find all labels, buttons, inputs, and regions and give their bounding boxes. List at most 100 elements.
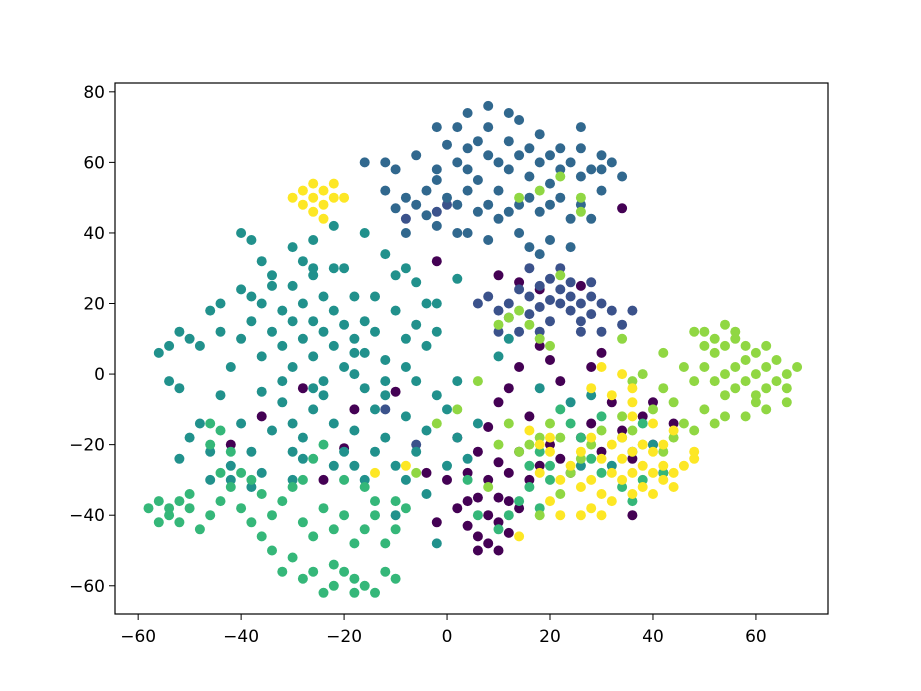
scatter-point <box>555 143 566 154</box>
scatter-point <box>431 538 442 549</box>
scatter-point <box>524 319 535 330</box>
scatter-point <box>617 453 628 464</box>
scatter-point <box>555 510 566 521</box>
scatter-point <box>236 418 247 429</box>
scatter-point <box>380 432 391 443</box>
scatter-point <box>555 489 566 499</box>
scatter-point <box>174 453 185 464</box>
scatter-point <box>236 467 247 478</box>
scatter-point <box>596 150 607 161</box>
scatter-point <box>328 418 339 429</box>
scatter-point <box>318 326 329 337</box>
scatter-point <box>318 185 329 196</box>
scatter-point <box>606 157 617 168</box>
scatter-point <box>359 228 370 238</box>
scatter-point <box>442 199 452 210</box>
scatter-point <box>390 524 401 535</box>
scatter-point <box>277 340 288 351</box>
scatter-point <box>668 397 679 408</box>
scatter-point <box>534 432 545 443</box>
scatter-point <box>174 326 185 337</box>
scatter-point <box>452 376 463 387</box>
scatter-point <box>483 150 494 161</box>
scatter-point <box>287 280 298 291</box>
scatter-point <box>586 309 597 320</box>
scatter-point <box>442 460 452 471</box>
scatter-point <box>236 503 247 514</box>
scatter-point <box>503 418 514 429</box>
scatter-point <box>534 302 545 312</box>
scatter-point <box>267 326 277 337</box>
scatter-point <box>545 178 555 189</box>
scatter-point <box>483 538 494 549</box>
scatter-point <box>256 298 267 309</box>
scatter-point <box>380 404 391 415</box>
scatter-point <box>668 432 679 443</box>
scatter-point <box>534 206 545 217</box>
scatter-point <box>297 474 308 485</box>
scatter-point <box>277 376 288 387</box>
scatter-point <box>246 482 257 492</box>
scatter-point <box>555 474 566 485</box>
scatter-point <box>678 460 689 471</box>
scatter-point <box>617 203 628 214</box>
scatter-point <box>493 157 504 168</box>
scatter-point <box>421 210 432 221</box>
scatter-point <box>236 284 247 295</box>
scatter-point <box>462 474 473 485</box>
scatter-point <box>617 432 628 443</box>
scatter-point <box>524 425 535 436</box>
scatter-point <box>606 439 617 450</box>
scatter-point <box>596 425 607 436</box>
scatter-point <box>493 517 504 528</box>
scatter-point <box>524 439 535 450</box>
scatter-point <box>627 510 638 521</box>
scatter-point <box>617 333 628 344</box>
scatter-point <box>318 390 329 401</box>
scatter-point <box>709 418 720 429</box>
scatter-point <box>431 390 442 401</box>
scatter-point <box>256 411 267 422</box>
scatter-point <box>318 503 329 514</box>
scatter-point <box>205 418 216 429</box>
scatter-point <box>472 531 483 542</box>
scatter-point <box>349 333 360 344</box>
scatter-point <box>143 503 154 514</box>
scatter-point <box>328 263 339 274</box>
scatter-point <box>411 467 422 478</box>
scatter-point <box>297 383 308 394</box>
scatter-point <box>493 351 504 362</box>
scatter-point <box>256 351 267 362</box>
scatter-point <box>462 185 473 196</box>
scatter-point <box>658 474 669 485</box>
scatter-point <box>606 390 617 401</box>
scatter-point <box>534 326 545 337</box>
scatter-point <box>400 474 411 485</box>
scatter-point <box>503 136 514 147</box>
scatter-point <box>586 418 597 429</box>
scatter-point <box>236 228 247 238</box>
scatter-point <box>555 192 566 203</box>
scatter-point <box>349 460 360 471</box>
scatter-point <box>431 175 442 185</box>
scatter-point <box>400 263 411 274</box>
scatter-point <box>545 474 555 485</box>
scatter-point <box>761 340 772 351</box>
scatter-point <box>545 340 555 351</box>
scatter-point <box>575 206 586 217</box>
scatter-point <box>534 503 545 514</box>
scatter-point <box>514 305 525 316</box>
scatter-point <box>297 333 308 344</box>
scatter-point <box>575 510 586 521</box>
scatter-point <box>792 362 803 372</box>
scatter-point <box>349 425 360 436</box>
scatter-point <box>575 143 586 154</box>
scatter-point <box>246 235 257 245</box>
scatter-point <box>586 213 597 224</box>
scatter-point <box>606 467 617 478</box>
scatter-point <box>596 467 607 478</box>
scatter-point <box>658 446 669 457</box>
scatter-point <box>545 439 555 450</box>
scatter-point <box>575 171 586 182</box>
scatter-point <box>174 383 185 394</box>
